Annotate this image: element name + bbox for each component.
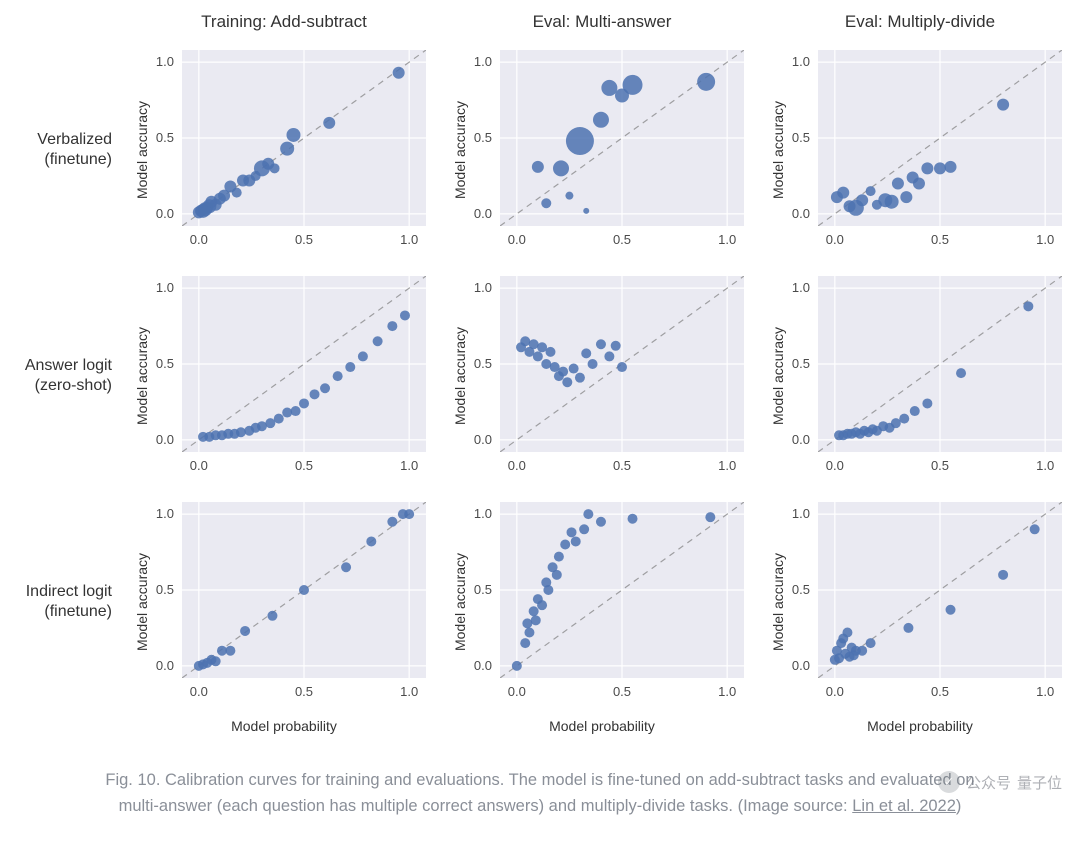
svg-text:0.0: 0.0 (508, 458, 526, 473)
svg-text:0.5: 0.5 (613, 232, 631, 247)
panel-1-0: 0.0 0.5 1.0 0.0 0.5 1.0 Model accuracy (134, 266, 434, 486)
svg-text:0.5: 0.5 (613, 458, 631, 473)
svg-text:1.0: 1.0 (1036, 684, 1054, 699)
svg-text:1.0: 1.0 (400, 232, 418, 247)
svg-text:0.5: 0.5 (474, 130, 492, 145)
svg-text:0.0: 0.0 (792, 432, 810, 447)
svg-text:0.5: 0.5 (792, 356, 810, 371)
svg-text:0.5: 0.5 (156, 130, 174, 145)
ylabel: Model accuracy (452, 553, 468, 651)
svg-text:0.5: 0.5 (295, 684, 313, 699)
svg-text:1.0: 1.0 (474, 506, 492, 521)
col-title-1: Eval: Multi-answer (452, 6, 752, 34)
svg-text:0.0: 0.0 (826, 232, 844, 247)
svg-text:0.0: 0.0 (826, 684, 844, 699)
svg-text:0.5: 0.5 (295, 232, 313, 247)
row-label-2: Indirect logit(finetune) (6, 492, 116, 712)
svg-text:1.0: 1.0 (474, 54, 492, 69)
svg-text:0.5: 0.5 (931, 232, 949, 247)
svg-text:0.0: 0.0 (474, 658, 492, 673)
svg-text:1.0: 1.0 (156, 54, 174, 69)
watermark-label: 公众号 (966, 772, 1011, 793)
row-label-0: Verbalized(finetune) (6, 40, 116, 260)
wechat-icon: ✓ (938, 771, 960, 793)
svg-text:0.5: 0.5 (931, 458, 949, 473)
svg-text:1.0: 1.0 (1036, 232, 1054, 247)
svg-text:0.0: 0.0 (190, 458, 208, 473)
svg-text:0.0: 0.0 (792, 658, 810, 673)
svg-text:0.0: 0.0 (190, 684, 208, 699)
svg-text:0.5: 0.5 (156, 582, 174, 597)
ylabel: Model accuracy (452, 101, 468, 199)
svg-text:1.0: 1.0 (792, 506, 810, 521)
svg-text:0.0: 0.0 (474, 432, 492, 447)
panel-2-1: 0.0 0.5 1.0 0.0 0.5 1.0 Model accuracy (452, 492, 752, 712)
svg-text:0.5: 0.5 (792, 582, 810, 597)
watermark: ✓ 公众号 量子位 (938, 771, 1062, 793)
svg-text:0.0: 0.0 (826, 458, 844, 473)
caption-suffix: ) (956, 797, 962, 815)
svg-text:0.5: 0.5 (474, 356, 492, 371)
ylabel: Model accuracy (134, 327, 150, 425)
xlabel-0: Model probability (134, 718, 434, 748)
svg-text:0.5: 0.5 (792, 130, 810, 145)
svg-text:1.0: 1.0 (156, 280, 174, 295)
figure-caption: Fig. 10. Calibration curves for training… (90, 768, 990, 819)
svg-text:0.0: 0.0 (190, 232, 208, 247)
svg-text:0.5: 0.5 (474, 582, 492, 597)
panel-grid: Training: Add-subtract Eval: Multi-answe… (0, 6, 1080, 748)
panel-0-2: 0.0 0.5 1.0 0.0 0.5 1.0 Model accuracy (770, 40, 1070, 260)
panel-1-1: 0.0 0.5 1.0 0.0 0.5 1.0 Model accuracy (452, 266, 752, 486)
svg-text:0.5: 0.5 (931, 684, 949, 699)
svg-text:1.0: 1.0 (718, 232, 736, 247)
xlabel-1: Model probability (452, 718, 752, 748)
svg-text:1.0: 1.0 (718, 458, 736, 473)
ylabel: Model accuracy (770, 101, 786, 199)
ylabel: Model accuracy (770, 327, 786, 425)
panel-0-0: 0.0 0.5 1.0 0.0 0.5 1.0 Model accuracy (134, 40, 434, 260)
svg-text:1.0: 1.0 (792, 54, 810, 69)
caption-link[interactable]: Lin et al. 2022 (852, 797, 956, 815)
panel-1-2: 0.0 0.5 1.0 0.0 0.5 1.0 Model accuracy (770, 266, 1070, 486)
panel-2-2: 0.0 0.5 1.0 0.0 0.5 1.0 Model accuracy (770, 492, 1070, 712)
svg-text:0.0: 0.0 (792, 206, 810, 221)
svg-text:1.0: 1.0 (156, 506, 174, 521)
svg-text:1.0: 1.0 (718, 684, 736, 699)
svg-text:0.0: 0.0 (156, 432, 174, 447)
svg-text:0.0: 0.0 (508, 232, 526, 247)
xlabel-2: Model probability (770, 718, 1070, 748)
figure-container: Training: Add-subtract Eval: Multi-answe… (0, 0, 1080, 819)
svg-text:0.5: 0.5 (295, 458, 313, 473)
svg-text:1.0: 1.0 (400, 684, 418, 699)
svg-text:0.0: 0.0 (156, 658, 174, 673)
ylabel: Model accuracy (770, 553, 786, 651)
svg-text:1.0: 1.0 (474, 280, 492, 295)
panel-2-0: 0.0 0.5 1.0 0.0 0.5 1.0 Model accuracy (134, 492, 434, 712)
ylabel: Model accuracy (452, 327, 468, 425)
svg-text:1.0: 1.0 (400, 458, 418, 473)
svg-text:0.5: 0.5 (156, 356, 174, 371)
svg-text:1.0: 1.0 (792, 280, 810, 295)
svg-text:0.5: 0.5 (613, 684, 631, 699)
svg-text:0.0: 0.0 (508, 684, 526, 699)
panel-0-1: 0.0 0.5 1.0 0.0 0.5 1.0 Model accuracy (452, 40, 752, 260)
col-title-2: Eval: Multiply-divide (770, 6, 1070, 34)
svg-text:0.0: 0.0 (474, 206, 492, 221)
svg-text:1.0: 1.0 (1036, 458, 1054, 473)
row-label-1: Answer logit(zero-shot) (6, 266, 116, 486)
col-title-0: Training: Add-subtract (134, 6, 434, 34)
ylabel: Model accuracy (134, 101, 150, 199)
watermark-name: 量子位 (1017, 772, 1062, 793)
caption-prefix: Fig. 10. Calibration curves for training… (105, 771, 974, 815)
ylabel: Model accuracy (134, 553, 150, 651)
svg-text:0.0: 0.0 (156, 206, 174, 221)
